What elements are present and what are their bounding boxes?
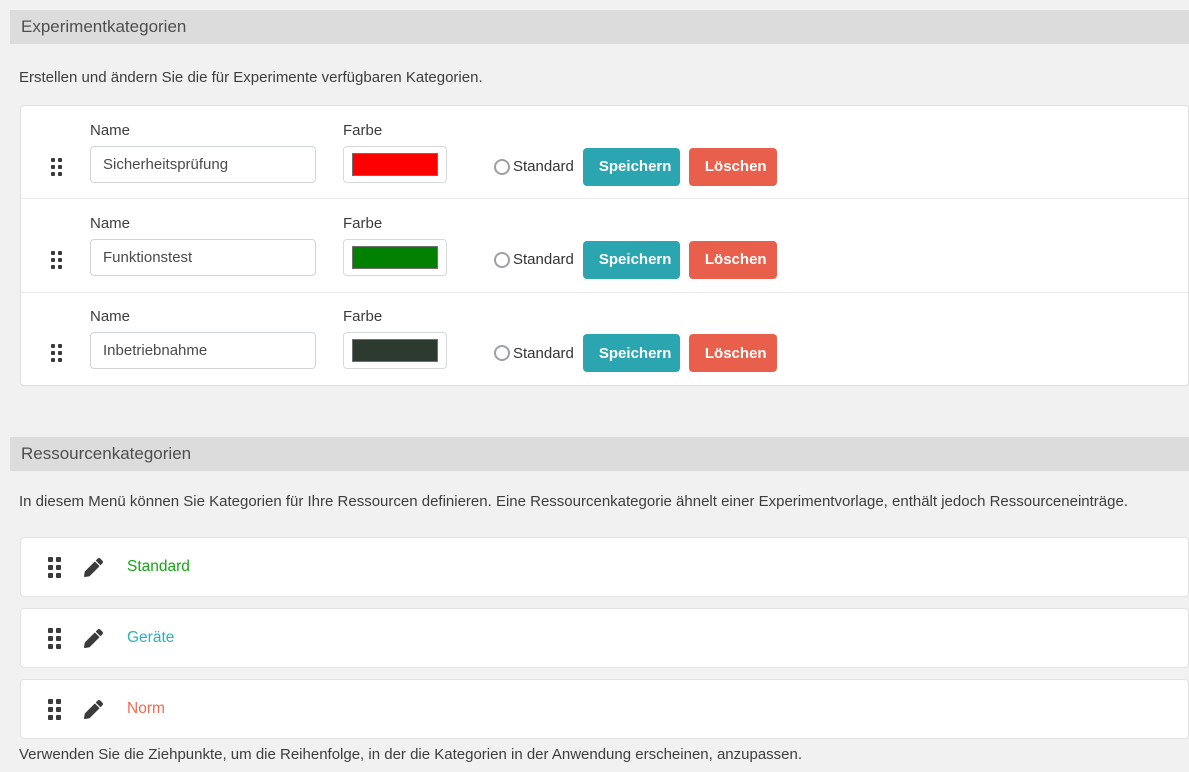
resource-section-title: Ressourcenkategorien: [21, 444, 192, 463]
drag-handle-icon[interactable]: [48, 556, 61, 578]
resource-category-row: Geräte: [20, 608, 1189, 668]
color-swatch: [352, 339, 438, 363]
color-swatch: [352, 245, 438, 269]
experiment-section-header: Experimentkategorien: [10, 10, 1189, 44]
color-picker[interactable]: [343, 238, 447, 276]
resource-section-description: In diesem Menü können Sie Kategorien für…: [19, 493, 1128, 510]
drag-handle-icon[interactable]: [48, 698, 61, 720]
experiment-section-title: Experimentkategorien: [21, 17, 187, 36]
default-radio[interactable]: [494, 345, 510, 362]
default-radio[interactable]: [494, 251, 510, 268]
resource-category-label[interactable]: Standard: [127, 558, 190, 575]
delete-button[interactable]: Löschen: [688, 240, 777, 279]
default-radio[interactable]: [494, 158, 510, 175]
edit-pencil-icon[interactable]: [84, 699, 103, 719]
experiment-category-row: Name Farbe Standard Speichern Löschen: [21, 291, 1188, 385]
default-radio-label: Standard: [513, 344, 574, 362]
resource-category-row: Standard: [20, 537, 1189, 597]
drag-handle-icon[interactable]: [51, 344, 62, 363]
color-picker[interactable]: [343, 145, 447, 183]
drag-handle-icon[interactable]: [51, 250, 62, 269]
edit-pencil-icon[interactable]: [84, 557, 103, 577]
resource-category-label[interactable]: Geräte: [127, 629, 175, 646]
resource-category-label[interactable]: Norm: [127, 700, 165, 717]
name-field: Name: [90, 122, 316, 183]
category-name-input[interactable]: [90, 145, 316, 183]
color-field: Farbe: [343, 122, 447, 183]
delete-button[interactable]: Löschen: [688, 334, 777, 373]
color-swatch: [352, 152, 438, 176]
color-field: Farbe: [343, 308, 447, 370]
experiment-category-row: Name Farbe Standard Speichern Löschen: [21, 198, 1188, 291]
resource-section-header: Ressourcenkategorien: [10, 437, 1189, 471]
reorder-hint-text: Verwenden Sie die Ziehpunkte, um die Rei…: [19, 746, 803, 763]
save-button[interactable]: Speichern: [582, 147, 680, 186]
delete-button[interactable]: Löschen: [688, 147, 777, 186]
default-radio-label: Standard: [513, 158, 574, 176]
experiment-section-description: Erstellen und ändern Sie die für Experim…: [19, 69, 483, 86]
save-button[interactable]: Speichern: [582, 240, 680, 279]
default-radio-label: Standard: [513, 251, 574, 269]
category-name-input[interactable]: [90, 332, 316, 370]
farbe-label: Farbe: [343, 121, 383, 139]
default-radio-group: Standard: [494, 158, 574, 175]
farbe-label: Farbe: [343, 214, 383, 232]
name-field: Name: [90, 215, 316, 276]
resource-category-row: Norm: [20, 679, 1189, 739]
drag-handle-icon[interactable]: [48, 627, 61, 649]
edit-pencil-icon[interactable]: [84, 628, 103, 648]
color-field: Farbe: [343, 215, 447, 276]
farbe-label: Farbe: [343, 308, 383, 326]
name-label: Name: [90, 121, 131, 139]
default-radio-group: Standard: [494, 345, 574, 362]
experiment-categories-panel: Name Farbe Standard Speichern Löschen Na…: [20, 105, 1189, 386]
drag-handle-icon[interactable]: [51, 157, 62, 176]
color-picker[interactable]: [343, 332, 447, 370]
save-button[interactable]: Speichern: [582, 334, 680, 373]
default-radio-group: Standard: [494, 251, 574, 268]
name-label: Name: [90, 308, 131, 326]
name-label: Name: [90, 214, 131, 232]
experiment-category-row: Name Farbe Standard Speichern Löschen: [21, 106, 1188, 198]
category-name-input[interactable]: [90, 238, 316, 276]
name-field: Name: [90, 308, 316, 370]
